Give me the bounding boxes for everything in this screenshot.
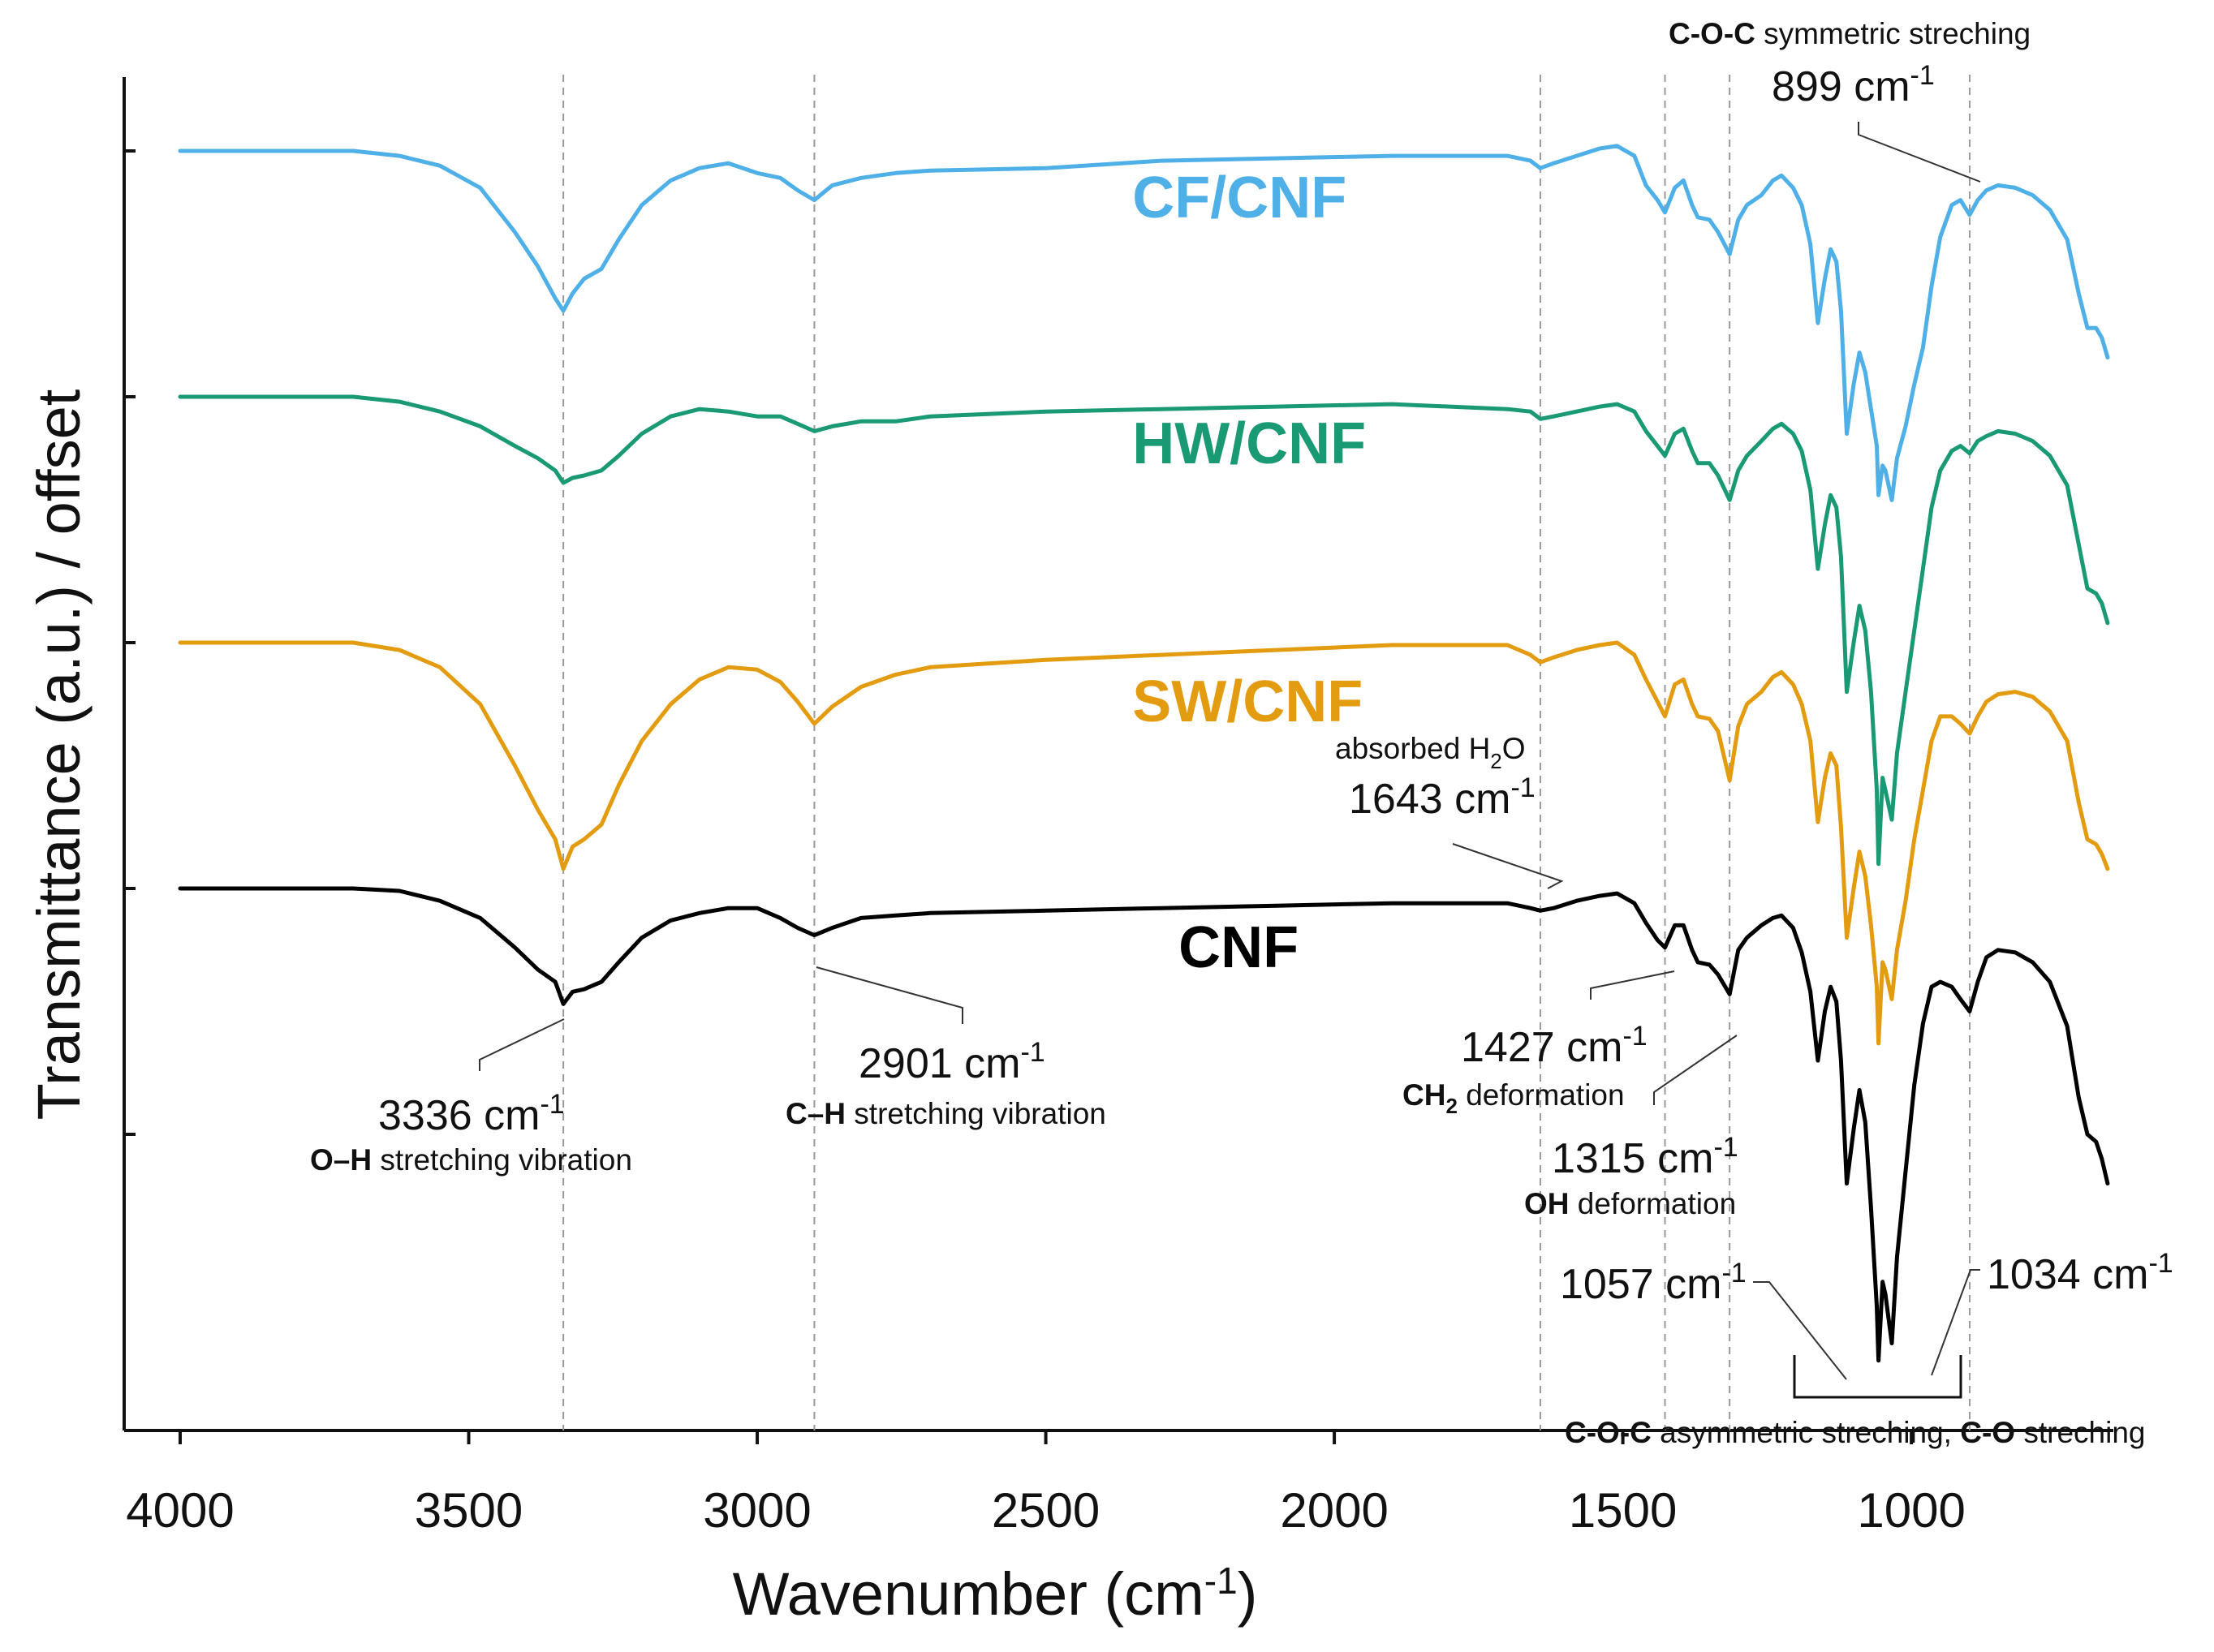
series-label-cf-cnf: CF/CNF xyxy=(1132,166,1346,230)
ann-1643-value: 1643 cm-1 xyxy=(1349,772,1536,823)
ann-899-desc: C-O-C symmetric streching xyxy=(1669,17,2031,50)
ann-2901-desc: C–H stretching vibration xyxy=(786,1097,1106,1130)
series-label-hw-cnf: HW/CNF xyxy=(1132,411,1366,476)
ann-2901-value: 2901 cm-1 xyxy=(859,1037,1045,1087)
x-tick-label: 3000 xyxy=(703,1483,811,1538)
x-tick-label: 1000 xyxy=(1857,1483,1965,1538)
ann-1427-value: 1427 cm-1 xyxy=(1461,1021,1648,1071)
bracket-asymmetric xyxy=(1793,1355,1962,1399)
ann-1315-value: 1315 cm-1 xyxy=(1552,1132,1738,1182)
x-tick-label: 2000 xyxy=(1280,1483,1388,1538)
leader-1034 xyxy=(1931,1269,1980,1376)
x-tick-label: 2500 xyxy=(992,1483,1100,1538)
ann-asymmetric-desc: C-O-C asymmetric streching, C-O strechin… xyxy=(1565,1416,2146,1449)
series-line-cf-cnf xyxy=(178,144,2110,502)
ann-1315-desc: OH deformation xyxy=(1524,1187,1736,1220)
x-tick-label: 3500 xyxy=(415,1483,523,1538)
leader-2901 xyxy=(816,966,963,1024)
spectra xyxy=(178,144,2110,1363)
ann-1057-value: 1057 cm-1 xyxy=(1560,1258,1747,1308)
series-label-cnf: CNF xyxy=(1178,915,1299,980)
series-line-hw-cnf xyxy=(178,394,2110,867)
ann-3336-value: 3336 cm-1 xyxy=(378,1089,565,1139)
leader-1427 xyxy=(1590,970,1675,1000)
leader-1057 xyxy=(1753,1281,1847,1380)
leader-1315 xyxy=(1653,1035,1738,1105)
series-label-sw-cnf: SW/CNF xyxy=(1132,669,1363,734)
x-ticks: 4000 3500 3000 2500 2000 1500 1000 xyxy=(126,1430,1966,1538)
ann-1643-desc: absorbed H2O xyxy=(1335,732,1526,773)
leader-899 xyxy=(1858,122,1981,183)
leader-3336 xyxy=(479,1018,565,1071)
x-tick-label: 1500 xyxy=(1569,1483,1677,1538)
annotation-texts: 3336 cm-1 O–H stretching vibration 2901 … xyxy=(310,17,2173,1449)
ann-1034-value: 1034 cm-1 xyxy=(1987,1248,2173,1298)
series-line-cnf xyxy=(178,886,2110,1363)
x-tick-label: 4000 xyxy=(126,1483,234,1538)
annotation-leaders xyxy=(479,122,1981,1399)
leader-1643 xyxy=(1452,843,1564,889)
ann-1427-desc: CH2 deformation xyxy=(1402,1078,1625,1118)
series-labels: CF/CNF HW/CNF SW/CNF CNF xyxy=(1132,166,1366,980)
ann-3336-desc: O–H stretching vibration xyxy=(310,1143,632,1177)
y-ticks xyxy=(124,149,136,1136)
ann-899-value: 899 cm-1 xyxy=(1772,60,1935,110)
guide-lines xyxy=(562,75,1971,1430)
y-axis-title: Transmittance (a.u.) / offset xyxy=(25,389,93,1120)
x-axis-title: Wavenumber (cm-1) xyxy=(733,1560,1258,1628)
series-line-sw-cnf xyxy=(178,640,2110,1046)
